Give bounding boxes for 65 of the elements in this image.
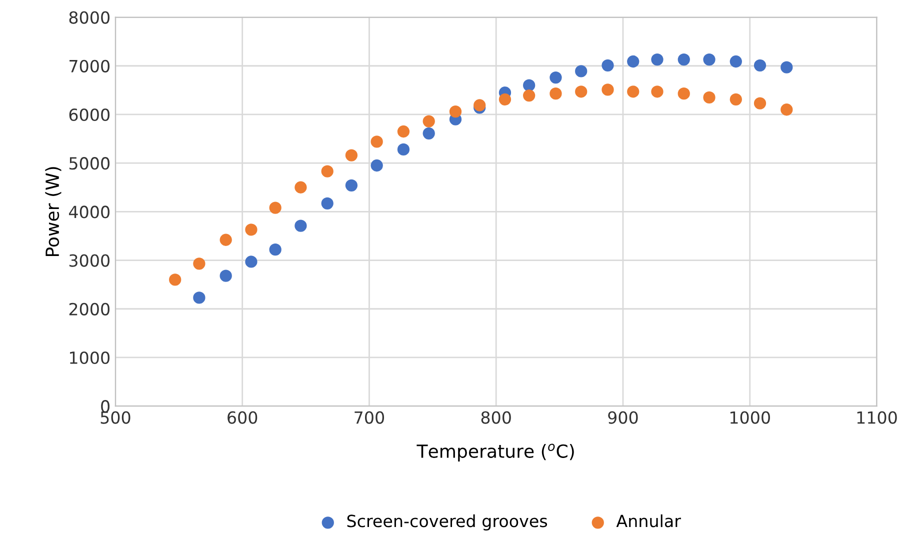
legend-label: Annular <box>616 514 681 528</box>
point <box>627 55 640 68</box>
point <box>780 104 793 116</box>
point <box>220 234 232 246</box>
y-tick-label: 7000 <box>70 60 110 72</box>
point <box>397 125 410 138</box>
point <box>602 59 614 72</box>
point <box>321 165 334 178</box>
point <box>754 97 766 110</box>
point <box>294 220 307 232</box>
point <box>575 86 588 98</box>
point <box>345 149 358 162</box>
point <box>269 202 282 214</box>
point <box>703 53 716 66</box>
point <box>294 181 307 194</box>
point <box>397 143 410 156</box>
point <box>703 91 716 104</box>
point <box>422 127 435 140</box>
point <box>474 99 486 112</box>
y-tick-label: 5000 <box>69 157 110 170</box>
point <box>575 65 588 78</box>
point <box>193 292 206 304</box>
point <box>678 53 690 66</box>
point <box>245 224 258 236</box>
y-tick-label: 2000 <box>69 302 110 316</box>
point <box>321 197 334 210</box>
point <box>651 86 664 98</box>
point <box>345 179 358 192</box>
x-tick-label: 1100 <box>857 411 897 424</box>
point <box>523 79 536 92</box>
point <box>730 55 742 68</box>
point <box>754 59 766 72</box>
point <box>651 53 664 66</box>
y-tick-label: 6000 <box>69 108 110 122</box>
point <box>169 274 182 286</box>
point <box>193 258 206 270</box>
point <box>780 61 793 74</box>
point <box>602 84 614 96</box>
point <box>245 256 258 268</box>
point <box>269 244 282 256</box>
point <box>370 136 383 148</box>
point <box>523 89 536 102</box>
x-tick-label: 700 <box>354 411 384 424</box>
y-tick-label: 4000 <box>68 206 110 218</box>
point <box>449 105 462 118</box>
point <box>627 86 640 98</box>
y-tick-label: 3000 <box>69 254 110 267</box>
y-tick-label: 8000 <box>69 11 110 24</box>
point <box>422 115 435 128</box>
x-axis-title: Temperature ($^{o}$C) <box>416 444 574 462</box>
legend-label: Screen-covered grooves <box>347 514 548 531</box>
x-tick-label: 900 <box>608 411 638 424</box>
point <box>220 270 232 282</box>
x-tick-label: 800 <box>481 411 511 424</box>
point <box>678 88 690 100</box>
point <box>730 93 742 106</box>
x-tick-label: 600 <box>228 411 258 424</box>
point <box>498 93 512 106</box>
x-tick-label: 500 <box>100 411 130 424</box>
point <box>550 88 562 100</box>
point <box>370 159 383 172</box>
y-axis-title: Power (W) <box>45 167 62 256</box>
point <box>550 71 562 84</box>
y-tick-label: 1000 <box>70 351 110 364</box>
x-tick-label: 1000 <box>730 411 770 424</box>
